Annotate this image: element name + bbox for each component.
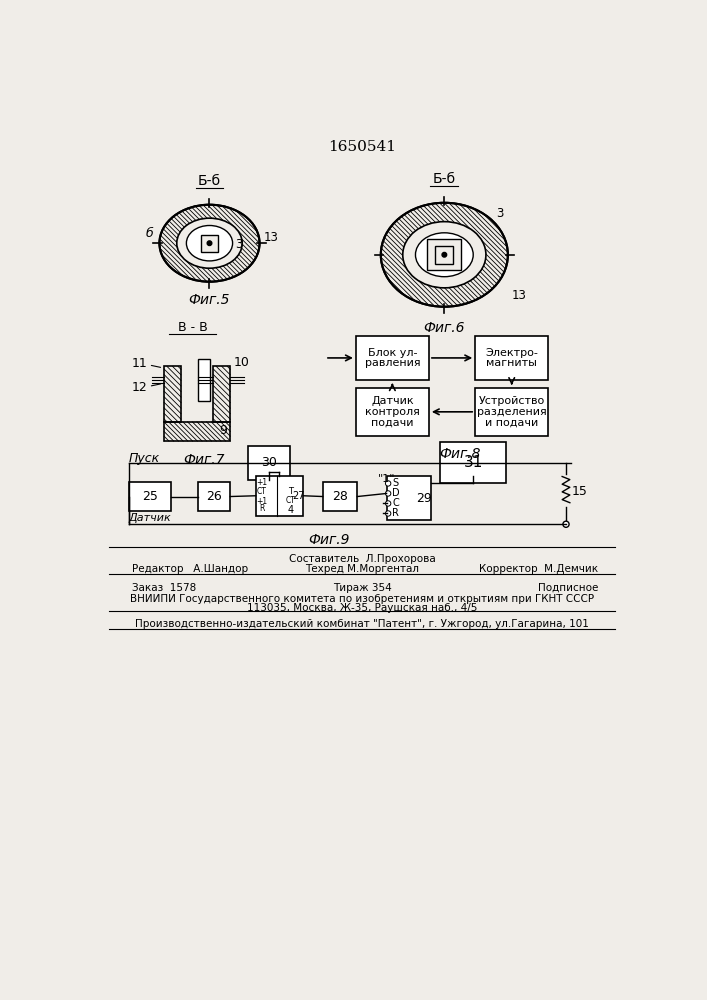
Bar [475, 336, 549, 380]
Bar [198, 359, 210, 401]
Bar [322, 482, 357, 511]
Bar [475, 388, 549, 436]
Text: Фиг.7: Фиг.7 [183, 453, 225, 467]
Text: +1: +1 [257, 478, 267, 487]
Bar [248, 446, 291, 480]
Text: 13: 13 [264, 231, 279, 244]
Text: Составитель  Л.Прохорова: Составитель Л.Прохорова [288, 554, 436, 564]
Text: C: C [392, 498, 399, 508]
Text: Фиг.8: Фиг.8 [439, 447, 481, 461]
Text: ВНИИПИ Государственного комитета по изобретениям и открытиям при ГКНТ СССР: ВНИИПИ Государственного комитета по изоб… [130, 594, 594, 604]
Text: +1: +1 [257, 497, 267, 506]
Text: 29: 29 [416, 492, 431, 505]
Text: T: T [288, 487, 293, 496]
Ellipse shape [187, 225, 233, 261]
Text: 1650541: 1650541 [328, 140, 396, 154]
Text: Пуск: Пуск [129, 452, 160, 465]
Text: 3: 3 [496, 207, 503, 220]
Bar [214, 366, 230, 422]
Text: 31: 31 [464, 455, 483, 470]
Text: 4: 4 [287, 505, 293, 515]
Text: Блок ул-: Блок ул- [368, 348, 417, 358]
Circle shape [563, 521, 569, 527]
Text: Электро-: Электро- [485, 348, 538, 358]
Text: S: S [393, 478, 399, 488]
Text: 12: 12 [132, 381, 147, 394]
Text: Датчик: Датчик [129, 513, 171, 523]
Text: 113035, Москва, Ж-35, Раушская наб., 4/5: 113035, Москва, Ж-35, Раушская наб., 4/5 [247, 603, 477, 613]
Text: В - В: В - В [177, 321, 207, 334]
Ellipse shape [160, 205, 259, 282]
Ellipse shape [403, 222, 486, 288]
Text: Б-б: Б-б [433, 172, 456, 186]
Text: 9: 9 [219, 424, 228, 437]
Text: 3: 3 [235, 238, 243, 251]
Text: CT: CT [257, 487, 267, 496]
Text: Корректор  М.Демчик: Корректор М.Демчик [479, 564, 598, 574]
Text: Подписное: Подписное [538, 583, 598, 593]
Text: 28: 28 [332, 490, 348, 503]
Bar [198, 482, 230, 511]
Bar [164, 422, 230, 441]
Text: Фиг.6: Фиг.6 [423, 321, 465, 335]
Text: 30: 30 [261, 456, 277, 469]
Text: 27: 27 [293, 491, 305, 501]
Ellipse shape [381, 203, 508, 307]
Text: 26: 26 [206, 490, 222, 503]
Circle shape [385, 511, 391, 516]
Circle shape [385, 481, 391, 486]
Bar [387, 476, 431, 520]
Text: Тираж 354: Тираж 354 [332, 583, 392, 593]
Text: Б-б: Б-б [198, 174, 221, 188]
Text: 25: 25 [142, 490, 158, 503]
Text: R: R [392, 508, 399, 518]
Bar [256, 476, 303, 516]
Text: Устройство: Устройство [479, 396, 545, 406]
Circle shape [385, 501, 391, 506]
Text: 10: 10 [233, 356, 250, 369]
Text: Фиг.5: Фиг.5 [189, 293, 230, 307]
Bar [164, 366, 181, 422]
Text: Редактор   А.Шандор: Редактор А.Шандор [132, 564, 249, 574]
Text: "1": "1" [378, 474, 395, 484]
Text: CT: CT [286, 496, 296, 505]
Bar [440, 442, 506, 483]
Text: Заказ  1578: Заказ 1578 [132, 583, 197, 593]
Ellipse shape [177, 218, 243, 268]
Bar [201, 235, 218, 252]
Text: Фиг.9: Фиг.9 [308, 533, 349, 547]
Bar [129, 482, 171, 511]
Text: 15: 15 [572, 485, 588, 498]
Bar [428, 239, 461, 270]
Text: Датчик: Датчик [371, 396, 414, 406]
Circle shape [385, 491, 391, 496]
Text: Техред М.Моргентал: Техред М.Моргентал [305, 564, 419, 574]
Text: R: R [259, 504, 264, 513]
Text: разделения: разделения [477, 407, 547, 417]
Text: 11: 11 [132, 357, 147, 370]
Text: б: б [146, 227, 153, 240]
Text: D: D [392, 488, 399, 498]
Bar [436, 246, 453, 264]
Bar [356, 336, 429, 380]
Text: 13: 13 [512, 289, 527, 302]
Text: магниты: магниты [486, 358, 537, 368]
Circle shape [207, 241, 212, 246]
Bar [201, 235, 218, 252]
Bar [356, 388, 429, 436]
Ellipse shape [416, 233, 473, 277]
Text: контроля: контроля [365, 407, 420, 417]
Circle shape [442, 252, 447, 257]
Bar [436, 246, 453, 264]
Text: и подачи: и подачи [485, 418, 538, 428]
Text: равления: равления [365, 358, 420, 368]
Text: подачи: подачи [371, 418, 414, 428]
Text: Производственно-издательский комбинат "Патент", г. Ужгород, ул.Гагарина, 101: Производственно-издательский комбинат "П… [135, 619, 589, 629]
